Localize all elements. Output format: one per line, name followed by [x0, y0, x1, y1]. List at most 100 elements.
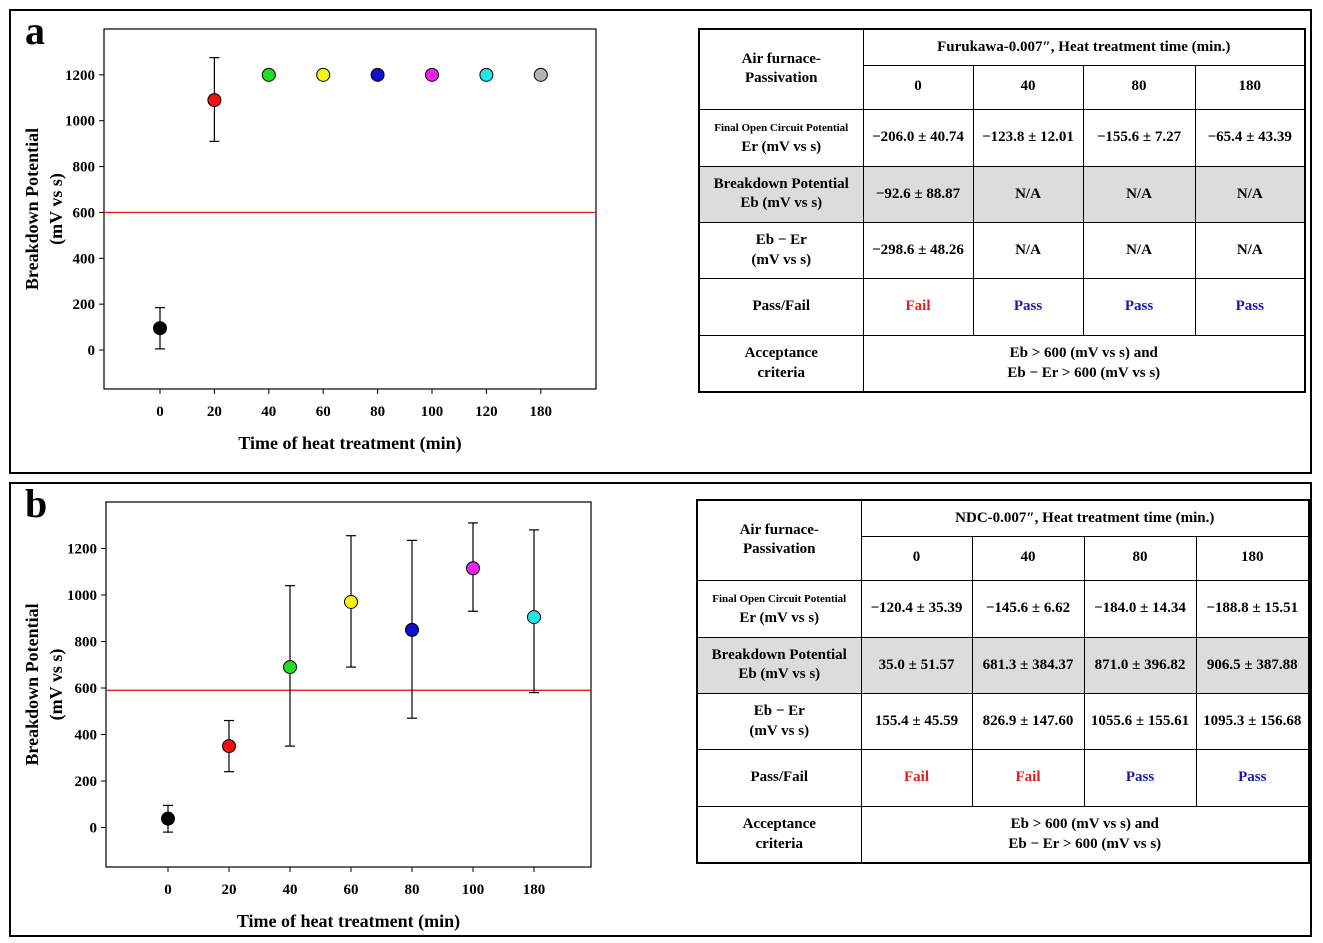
y-axis-title: Breakdown Potential	[22, 128, 42, 290]
row-label: Breakdown Potential Eb (mV vs s)	[698, 165, 864, 224]
y-tick-label: 800	[73, 160, 96, 176]
plot-b: 0 200 400 600 800 1000 1200 0 20 40 60 80 100 180 Time…	[22, 501, 592, 932]
table-row: Pass/Fail Fail Fail Pass Pass	[696, 749, 1310, 808]
x-tick-label: 0	[156, 404, 164, 420]
table-cell: −298.6 ± 48.26	[862, 221, 974, 280]
data-point	[425, 67, 439, 82]
y-tick-label: 200	[73, 297, 96, 313]
table-row: Breakdown Potential Eb (mV vs s) −92.6 ± …	[698, 165, 1306, 224]
y-tick-label: 400	[73, 251, 96, 267]
data-point	[405, 622, 419, 637]
y-axis-title: (mV vs s)	[46, 173, 67, 245]
data-point	[261, 67, 276, 82]
plot-frame	[103, 28, 597, 390]
pass-status: Pass	[1083, 749, 1197, 808]
data-point	[527, 610, 541, 625]
table-cell: −188.8 ± 15.51	[1195, 579, 1310, 638]
table-row: Acceptance criteria Eb > 600 (mV vs s) an…	[696, 806, 1310, 864]
table-cell: 155.4 ± 45.59	[860, 692, 973, 751]
table-cell: N/A	[1194, 221, 1306, 280]
row-label: Pass/Fail	[696, 749, 862, 808]
y-tick-label: 400	[75, 727, 98, 743]
x-tick-label: 0	[164, 882, 172, 898]
time-header: 80	[1082, 64, 1196, 110]
table-cell: N/A	[1194, 165, 1306, 224]
table-cell: −92.6 ± 88.87	[862, 165, 974, 224]
table-row: Breakdown Potential Eb (mV vs s) 35.0 ± 5…	[696, 636, 1310, 695]
x-tick-label: 40	[261, 404, 276, 420]
table-row: Final Open Circuit Potential Er (mV vs s)…	[698, 108, 1306, 167]
x-tick-label: 60	[316, 404, 331, 420]
panel-label: a	[25, 8, 45, 53]
data-point	[370, 67, 385, 82]
panel-label: b	[25, 481, 48, 526]
table-cell: 906.5 ± 387.88	[1195, 636, 1310, 695]
table-cell: −123.8 ± 12.01	[972, 108, 1084, 167]
criteria-cell: Eb > 600 (mV vs s) and Eb − Er > 600 (mV …	[860, 806, 1310, 864]
panel-a: 0 200 400 600 800 1000 1200 0 20 40 60 80 100 120 180 T…	[9, 9, 1312, 474]
row-label: Pass/Fail	[698, 278, 864, 337]
table-cell: N/A	[972, 221, 1084, 280]
data-point	[283, 660, 297, 675]
data-point	[222, 739, 236, 754]
table-cell: −65.4 ± 43.39	[1194, 108, 1306, 167]
time-header: 0	[862, 64, 974, 110]
row-label: Acceptance criteria	[696, 806, 862, 864]
data-point	[344, 594, 358, 609]
x-tick-label: 40	[283, 882, 298, 898]
data-point	[533, 67, 548, 82]
x-tick-label: 80	[370, 404, 385, 420]
x-tick-label: 120	[475, 404, 498, 420]
row-label: Eb − Er (mV vs s)	[698, 221, 864, 280]
fail-status: Fail	[860, 749, 973, 808]
x-tick-label: 100	[462, 882, 485, 898]
table-cell: 1095.3 ± 156.68	[1195, 692, 1310, 751]
x-tick-label: 20	[222, 882, 237, 898]
y-tick-label: 200	[75, 774, 98, 790]
results-table-a: Air furnace- Passivation Furukawa-0.007″,…	[698, 28, 1306, 393]
table-row: Final Open Circuit Potential Er (mV vs s)…	[696, 579, 1310, 638]
pass-status: Pass	[1195, 749, 1310, 808]
corner-cell: Air furnace- Passivation	[696, 499, 862, 581]
table-row: Pass/Fail Fail Pass Pass Pass	[698, 278, 1306, 337]
y-tick-label: 0	[88, 343, 96, 359]
corner-cell: Air furnace- Passivation	[698, 28, 864, 110]
table-cell: 35.0 ± 51.57	[860, 636, 973, 695]
table-row: Acceptance criteria Eb > 600 (mV vs s) an…	[698, 335, 1306, 393]
x-tick-label: 180	[530, 404, 553, 420]
fail-status: Fail	[862, 278, 974, 337]
time-header: 180	[1195, 535, 1310, 581]
row-label: Final Open Circuit Potential Er (mV vs s)	[696, 579, 862, 638]
table-cell: −184.0 ± 14.34	[1083, 579, 1197, 638]
x-axis-title: Time of heat treatment (min)	[238, 433, 461, 454]
x-tick-label: 20	[207, 404, 222, 420]
table-cell: N/A	[972, 165, 1084, 224]
table-cell: N/A	[1082, 221, 1196, 280]
table-cell: −206.0 ± 40.74	[862, 108, 974, 167]
table-cell: −155.6 ± 7.27	[1082, 108, 1196, 167]
table-cell: 871.0 ± 396.82	[1083, 636, 1197, 695]
y-tick-label: 800	[75, 634, 98, 650]
y-tick-label: 1200	[65, 68, 95, 84]
y-tick-label: 1000	[65, 114, 95, 130]
pass-status: Pass	[1194, 278, 1306, 337]
table-row: Eb − Er (mV vs s) 155.4 ± 45.59 826.9 ± 1…	[696, 692, 1310, 751]
time-header: 40	[971, 535, 1085, 581]
data-point	[479, 67, 494, 82]
table-cell: 826.9 ± 147.60	[971, 692, 1085, 751]
data-point	[161, 811, 175, 826]
time-header: 0	[860, 535, 973, 581]
panel-b: 0 200 400 600 800 1000 1200 0 20 40 60 80 100 180 Time…	[9, 482, 1312, 937]
criteria-cell: Eb > 600 (mV vs s) and Eb − Er > 600 (mV …	[862, 335, 1306, 393]
table-cell: 681.3 ± 384.37	[971, 636, 1085, 695]
x-tick-label: 80	[405, 882, 420, 898]
time-header: 180	[1194, 64, 1306, 110]
table-cell: 1055.6 ± 155.61	[1083, 692, 1197, 751]
row-label: Breakdown Potential Eb (mV vs s)	[696, 636, 862, 695]
x-axis-title: Time of heat treatment (min)	[237, 911, 460, 932]
table-row: Eb − Er (mV vs s) −298.6 ± 48.26 N/A N/A …	[698, 221, 1306, 280]
y-axis-title: Breakdown Potential	[22, 603, 42, 765]
plot-frame	[105, 501, 592, 868]
results-table-b: Air furnace- Passivation NDC-0.007″, Heat…	[696, 499, 1310, 864]
table-header: NDC-0.007″, Heat treatment time (min.)	[860, 499, 1310, 537]
